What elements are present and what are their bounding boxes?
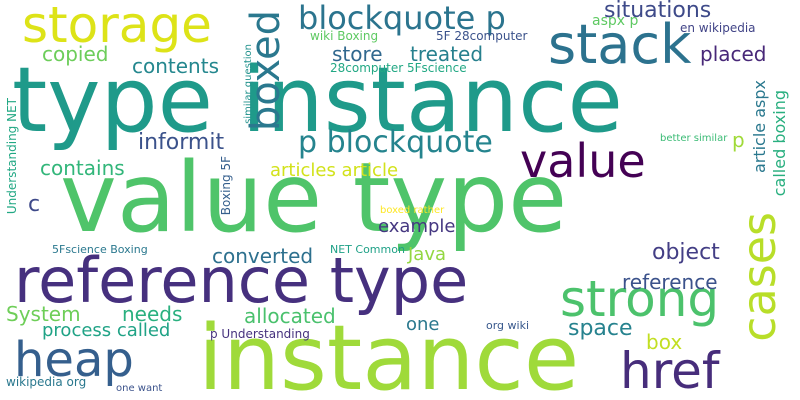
word-value: value — [520, 134, 646, 188]
word-5fscience-boxing: 5Fscience Boxing — [52, 243, 148, 256]
word-reference-type: reference type — [14, 244, 469, 317]
word-store: store — [332, 42, 383, 66]
word-stack: stack — [548, 13, 692, 76]
word-copied: copied — [42, 42, 109, 66]
word-wikipedia-org: wikipedia org — [6, 375, 87, 389]
word-boxing-5f: Boxing 5F — [219, 156, 233, 216]
word-contains: contains — [40, 156, 125, 180]
word-cases: cases — [732, 212, 786, 342]
word-contents: contents — [132, 54, 219, 78]
word-object: object — [652, 240, 720, 265]
word-example: example — [378, 216, 456, 237]
word-en-wikipedia: en wikipedia — [680, 21, 756, 35]
word-heap: heap — [14, 332, 134, 388]
word-space: space — [568, 316, 633, 341]
word-placed: placed — [700, 42, 767, 66]
word-process-called: process called — [42, 320, 171, 341]
word-blockquote-p: blockquote p — [298, 0, 506, 37]
word-instance: instance — [198, 306, 580, 400]
word-strong: strong — [560, 270, 720, 328]
word-converted: converted — [212, 244, 314, 268]
word-one-want: one want — [116, 383, 163, 394]
word-needs: needs — [122, 302, 183, 326]
word-href: href — [620, 342, 720, 400]
word-java: Java — [408, 244, 447, 265]
word-article-aspx: article aspx — [750, 80, 769, 174]
word-c: c — [28, 192, 41, 217]
word-storage: storage — [22, 0, 212, 54]
word-similar-question: similar question — [243, 44, 254, 124]
word-net-common: NET Common — [330, 243, 405, 256]
word-value-type: value type — [60, 142, 568, 254]
word-p-blockquote: p blockquote — [298, 125, 493, 160]
word-situations: situations — [604, 0, 712, 23]
word-articles-article: articles article — [270, 160, 399, 181]
word-system: System — [6, 302, 81, 326]
word-p-understanding: p Understanding — [210, 327, 310, 341]
word-understanding-net: Understanding NET — [5, 98, 19, 215]
word-wiki-boxing: wiki Boxing — [310, 29, 379, 43]
word-better-similar: better similar — [660, 133, 728, 144]
word-boxed-rather: boxed rather — [380, 205, 445, 216]
word-box: box — [646, 330, 683, 354]
word-type-instance: type instance — [12, 48, 623, 153]
word-allocated: allocated — [244, 304, 336, 328]
word-informit: informit — [138, 130, 225, 155]
word-org-wiki: org wiki — [486, 319, 530, 332]
word-called-boxing: called boxing — [770, 90, 789, 197]
word-aspx-p: aspx p — [592, 13, 639, 29]
word-treated: treated — [410, 42, 484, 66]
word-5f-28computer: 5F 28computer — [436, 29, 528, 43]
word-28computer-5fscience: 28computer 5Fscience — [330, 61, 467, 75]
word-p: p — [732, 128, 745, 152]
word-one: one — [406, 314, 440, 335]
word-reference: reference — [622, 270, 718, 294]
